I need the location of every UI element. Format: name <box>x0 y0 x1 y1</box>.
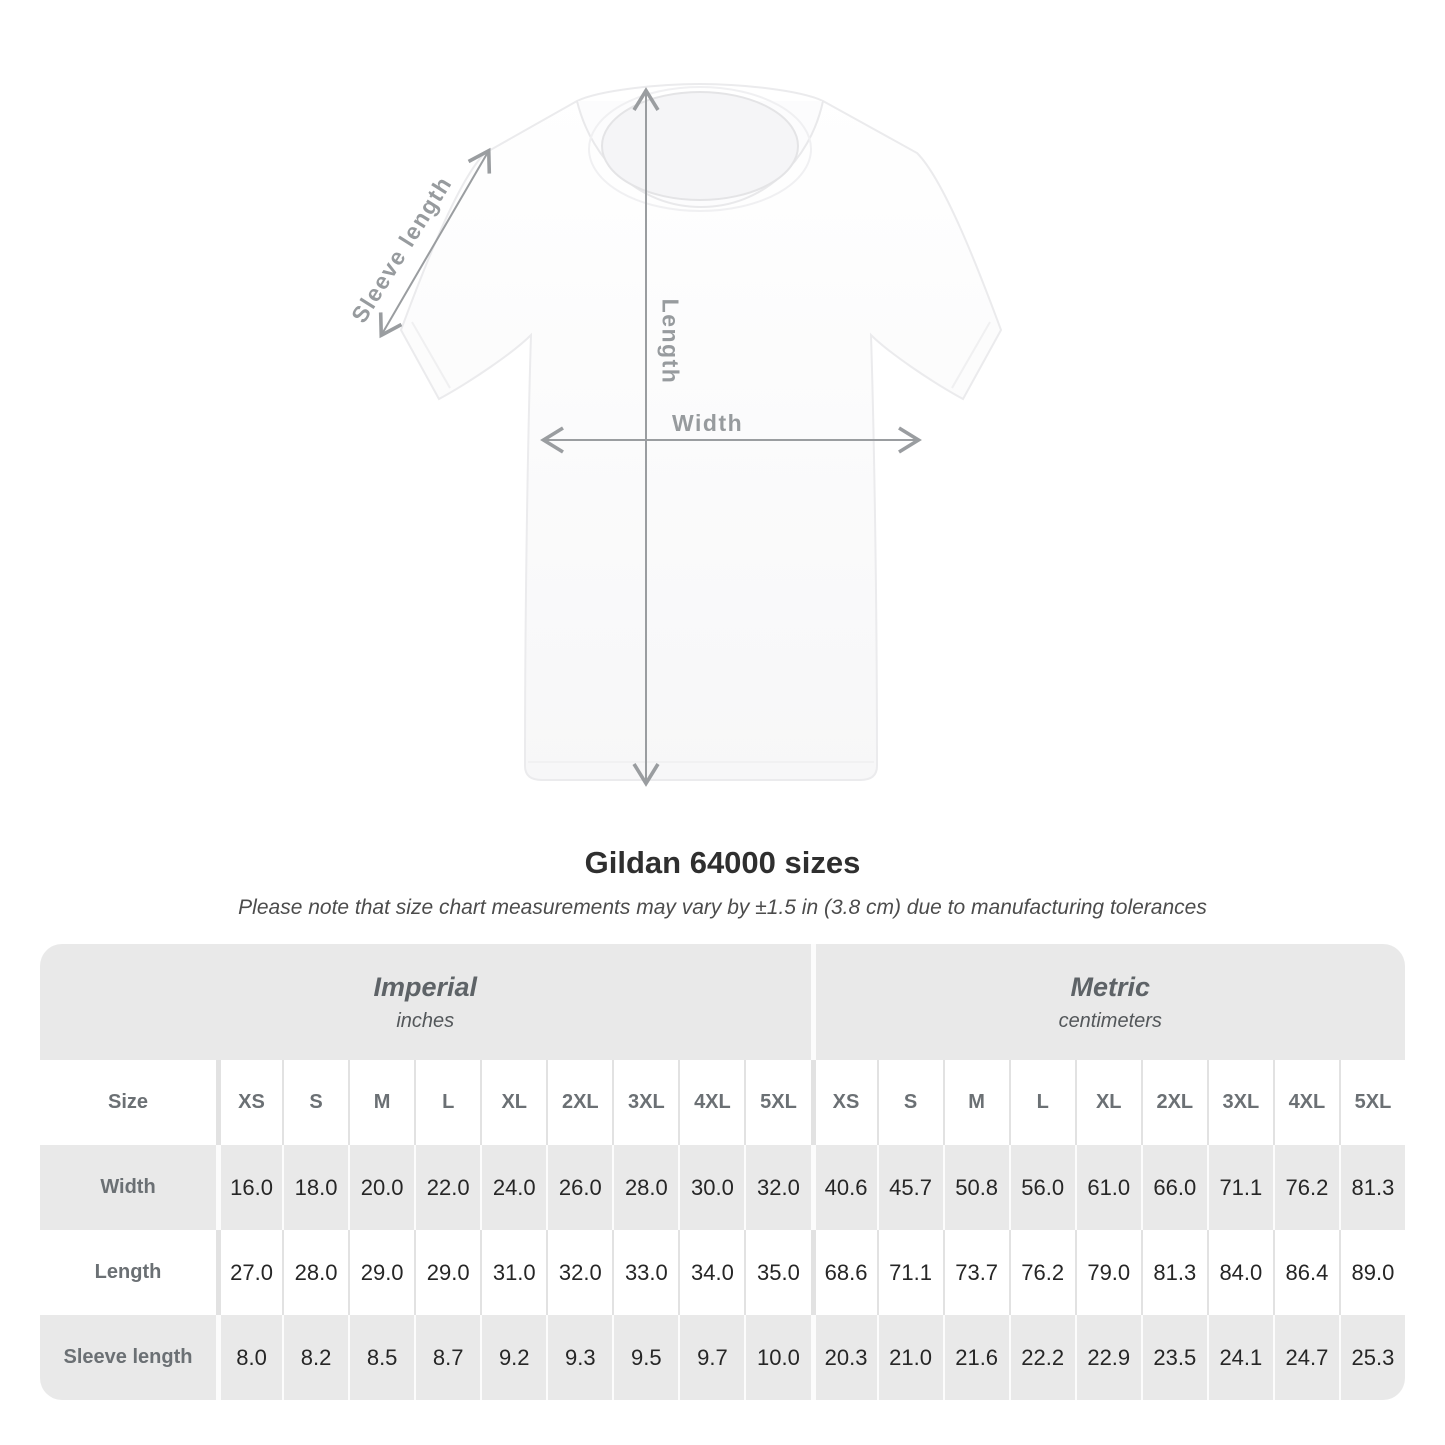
size-col-header: XL <box>480 1060 546 1145</box>
measurement-cell: 8.5 <box>348 1315 414 1400</box>
measurement-cell: 22.0 <box>414 1145 480 1230</box>
size-table-rows: Size XS S M L XL 2XL 3XL 4XL 5XL XS S M L XL 2XL 3XL 4XL 5… <box>40 1060 1405 1400</box>
unit-header-row: Imperial inches Metric centimeters <box>40 944 1405 1060</box>
measurement-cell: 45.7 <box>876 1145 943 1230</box>
imperial-header: Imperial inches <box>40 944 811 1060</box>
tshirt-collar-opening <box>601 91 799 201</box>
length-label: Length <box>657 298 684 385</box>
measurement-cell: 10.0 <box>744 1315 810 1400</box>
measurement-cell: 20.0 <box>348 1145 414 1230</box>
size-col-header: L <box>414 1060 480 1145</box>
measurement-cell: 21.0 <box>876 1315 943 1400</box>
measurement-cell: 89.0 <box>1338 1230 1405 1315</box>
measurement-cell: 24.0 <box>480 1145 546 1230</box>
measurement-cell: 28.0 <box>612 1145 678 1230</box>
imperial-title: Imperial <box>373 971 478 1002</box>
measurement-cell: 30.0 <box>678 1145 744 1230</box>
row-label: Sleeve length <box>63 1346 193 1368</box>
measurement-cell: 86.4 <box>1272 1230 1339 1315</box>
imperial-unit: inches <box>396 1009 455 1032</box>
measurement-cell: 9.7 <box>678 1315 744 1400</box>
measurement-cell: 9.2 <box>480 1315 546 1400</box>
tshirt-illustration <box>378 82 1003 787</box>
size-header-row: Size XS S M L XL 2XL 3XL 4XL 5XL XS S M L XL 2XL 3XL 4XL 5… <box>40 1060 1405 1145</box>
metric-header: Metric centimeters <box>810 944 1406 1060</box>
measurement-cell: 33.0 <box>612 1230 678 1315</box>
table-row: Length 27.0 28.0 29.0 29.0 31.0 32.0 33.0 34.0 35… <box>40 1230 1405 1315</box>
metric-unit: centimeters <box>1058 1009 1162 1032</box>
size-col-header: S <box>282 1060 348 1145</box>
size-col-header: 2XL <box>546 1060 612 1145</box>
measurement-cell: 8.7 <box>414 1315 480 1400</box>
measurement-cell: 29.0 <box>348 1230 414 1315</box>
metric-title: Metric <box>1070 971 1151 1002</box>
measurement-cell: 24.7 <box>1272 1315 1339 1400</box>
measurement-cell: 40.6 <box>810 1145 877 1230</box>
size-col-header: S <box>876 1060 943 1145</box>
measurement-cell: 20.3 <box>810 1315 877 1400</box>
table-row: Width 16.0 18.0 20.0 22.0 24.0 26.0 28.0 30.0 32.… <box>40 1145 1405 1230</box>
measurement-cell: 21.6 <box>942 1315 1009 1400</box>
size-table: Imperial inches Metric centimeters Size X… <box>40 944 1405 1400</box>
size-col-header: M <box>942 1060 1009 1145</box>
sleeve-seam-right <box>951 321 991 389</box>
size-col-header: L <box>1008 1060 1075 1145</box>
size-col-header: M <box>348 1060 414 1145</box>
measurement-cell: 84.0 <box>1206 1230 1273 1315</box>
sleeve-length-arrow <box>378 147 492 339</box>
measurement-cell: 8.0 <box>216 1315 282 1400</box>
tshirt-diagram <box>330 50 1100 820</box>
measurement-cell: 31.0 <box>480 1230 546 1315</box>
measurement-cell: 24.1 <box>1206 1315 1273 1400</box>
measurement-cell: 76.2 <box>1272 1145 1339 1230</box>
measurement-cell: 32.0 <box>546 1230 612 1315</box>
measurement-cell: 73.7 <box>942 1230 1009 1315</box>
measurement-cell: 26.0 <box>546 1145 612 1230</box>
table-row: Sleeve length 8.0 8.2 8.5 8.7 9.2 9.3 9.5 9.7 10.… <box>40 1315 1405 1400</box>
measurement-cell: 35.0 <box>744 1230 810 1315</box>
measurement-cell: 29.0 <box>414 1230 480 1315</box>
tshirt-collar-seam <box>588 86 812 212</box>
measurement-cell: 68.6 <box>810 1230 877 1315</box>
measurement-cell: 71.1 <box>876 1230 943 1315</box>
size-col-header: XS <box>216 1060 282 1145</box>
measurement-cell: 81.3 <box>1140 1230 1207 1315</box>
measurement-cell: 8.2 <box>282 1315 348 1400</box>
size-col-header: 5XL <box>744 1060 810 1145</box>
measurement-cell: 16.0 <box>216 1145 282 1230</box>
measurement-cell: 79.0 <box>1074 1230 1141 1315</box>
measurement-cell: 9.5 <box>612 1315 678 1400</box>
measurement-cell: 27.0 <box>216 1230 282 1315</box>
measurement-cell: 56.0 <box>1008 1145 1075 1230</box>
measurement-cell: 66.0 <box>1140 1145 1207 1230</box>
measurement-cell: 61.0 <box>1074 1145 1141 1230</box>
measurement-cell: 22.2 <box>1008 1315 1075 1400</box>
measurement-cell: 34.0 <box>678 1230 744 1315</box>
size-col-header: 2XL <box>1140 1060 1207 1145</box>
measurement-cell: 23.5 <box>1140 1315 1207 1400</box>
size-col-header: XS <box>810 1060 877 1145</box>
size-header-label: Size <box>107 1091 149 1113</box>
width-label: Width <box>672 410 744 436</box>
measurement-cell: 81.3 <box>1338 1145 1405 1230</box>
measurement-cell: 32.0 <box>744 1145 810 1230</box>
measurement-cell: 71.1 <box>1206 1145 1273 1230</box>
tolerance-note: Please note that size chart measurements… <box>238 896 1207 919</box>
measurement-cell: 9.3 <box>546 1315 612 1400</box>
measurement-cell: 50.8 <box>942 1145 1009 1230</box>
measurement-cell: 28.0 <box>282 1230 348 1315</box>
row-label: Width <box>100 1176 156 1198</box>
size-col-header: 4XL <box>1272 1060 1339 1145</box>
size-col-header: 3XL <box>1206 1060 1273 1145</box>
size-col-header: 3XL <box>612 1060 678 1145</box>
measurement-cell: 18.0 <box>282 1145 348 1230</box>
measurement-cell: 22.9 <box>1074 1315 1141 1400</box>
row-label: Length <box>94 1261 162 1283</box>
size-col-header: XL <box>1074 1060 1141 1145</box>
measurement-cell: 25.3 <box>1338 1315 1405 1400</box>
size-col-header: 5XL <box>1338 1060 1405 1145</box>
size-col-header: 4XL <box>678 1060 744 1145</box>
measurement-cell: 76.2 <box>1008 1230 1075 1315</box>
page-title: Gildan 64000 sizes <box>584 845 861 880</box>
